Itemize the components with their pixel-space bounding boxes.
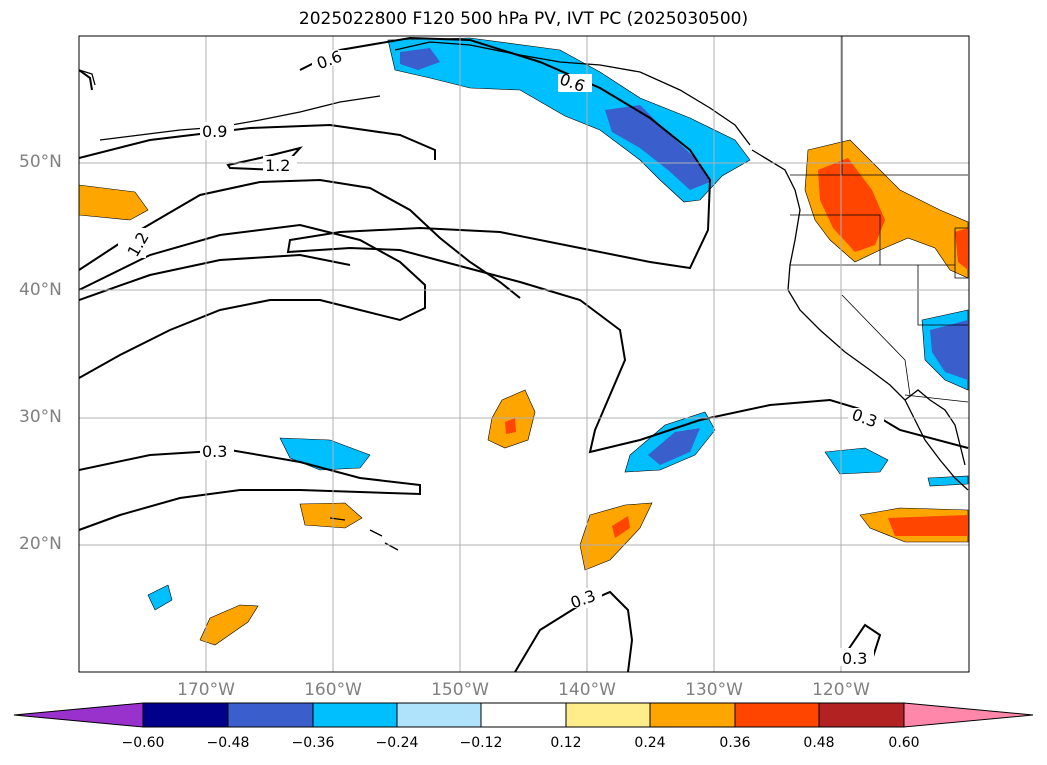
coastline-baja <box>904 389 966 466</box>
contour-0-9 <box>79 123 436 160</box>
positive-core-rockies <box>955 228 968 270</box>
negative-core-east-28n <box>648 428 700 465</box>
contour-label: 0.9 <box>202 122 227 141</box>
contour-alaska-edge <box>79 69 93 91</box>
negative-region-far-east-27n <box>824 447 889 475</box>
colorbar-extend-high <box>903 702 1034 728</box>
map-frame <box>78 35 970 673</box>
lon-label-170w: 170°W <box>177 680 235 700</box>
colorbar <box>13 702 1034 728</box>
positive-region-central-30n <box>487 389 536 449</box>
colorbar-tick: −0.24 <box>375 735 419 751</box>
border-mexico <box>904 394 969 403</box>
contour-labels: 0.6 0.6 0.9 1.2 1.2 0.3 0.3 0.3 0.3 <box>118 47 884 668</box>
contour-outer-west <box>79 223 426 379</box>
colorbar-tick: −0.12 <box>459 735 503 751</box>
colorbar-swatch <box>480 702 567 728</box>
contour-0-3-south <box>514 590 634 672</box>
colorbar-swatch <box>734 702 820 728</box>
negative-core-california <box>930 320 968 380</box>
colorbar-tick: 0.60 <box>888 735 920 751</box>
border-state-5 <box>954 227 968 279</box>
lon-label-160w: 160°W <box>304 680 362 700</box>
positive-core-central-20n <box>612 516 630 538</box>
coastlines <box>79 41 969 551</box>
colorbar-tick: 0.12 <box>550 735 582 751</box>
colorbar-swatch <box>312 702 398 728</box>
coastline-alaska <box>394 41 751 146</box>
colorbar-extend-low <box>13 702 144 728</box>
border-state-4 <box>841 294 911 396</box>
gridlines <box>79 36 969 672</box>
colorbar-swatch <box>142 702 229 728</box>
lat-label-20n: 20°N <box>19 534 62 554</box>
colorbar-swatch <box>818 702 905 728</box>
lon-label-150w: 150°W <box>431 680 489 700</box>
colorbar-tick: −0.36 <box>291 735 335 751</box>
colorbar-swatch <box>227 702 314 728</box>
colorbar-tick: −0.48 <box>206 735 250 751</box>
positive-core-northwest <box>818 158 885 252</box>
contour-label: 1.2 <box>265 156 290 175</box>
colorbar-swatch <box>649 702 736 728</box>
lon-label-120w: 120°W <box>812 680 870 700</box>
lat-label-30n: 30°N <box>19 407 62 427</box>
negative-region-central-28n <box>279 437 371 471</box>
lon-label-130w: 130°W <box>685 680 743 700</box>
colorbar-swatch <box>396 702 482 728</box>
contour-label: 0.3 <box>202 442 227 461</box>
contour-1-2-west <box>79 178 521 299</box>
contour-0-3-central <box>79 448 421 531</box>
state-borders <box>790 36 969 403</box>
border-state-3 <box>917 265 968 326</box>
positive-region-west <box>79 184 149 221</box>
colorbar-tick: 0.48 <box>803 735 835 751</box>
positive-core-east-21n <box>888 515 968 536</box>
negative-core-gulf-of-alaska <box>605 105 710 190</box>
lon-label-140w: 140°W <box>558 680 616 700</box>
coastline-west-coast <box>751 149 969 491</box>
contour-0-3-southeast <box>847 623 882 661</box>
lat-label-50n: 50°N <box>19 152 62 172</box>
coastline-aleutians <box>99 95 381 141</box>
colorbar-tick: −0.60 <box>121 735 165 751</box>
positive-region-central-22n <box>299 502 363 529</box>
map-title: 2025022800 F120 500 hPa PV, IVT PC (2025… <box>298 9 749 29</box>
lat-label-40n: 40°N <box>19 280 62 300</box>
negative-region-west-16n <box>147 584 173 611</box>
negative-core-north <box>400 48 440 70</box>
contour-0-6-north <box>286 36 969 454</box>
contour-0-6-west <box>79 253 351 301</box>
border-state-1 <box>790 214 881 265</box>
contour-label: 0.3 <box>842 649 867 668</box>
positive-core-central-30n <box>505 418 516 434</box>
colorbar-swatch <box>565 702 651 728</box>
ivt-shading <box>79 37 969 646</box>
pv-contours <box>79 36 969 672</box>
positive-region-west-14n <box>199 604 259 646</box>
colorbar-tick: 0.36 <box>719 735 751 751</box>
coastline-alaska-west <box>79 69 96 86</box>
colorbar-tick: 0.24 <box>634 735 666 751</box>
